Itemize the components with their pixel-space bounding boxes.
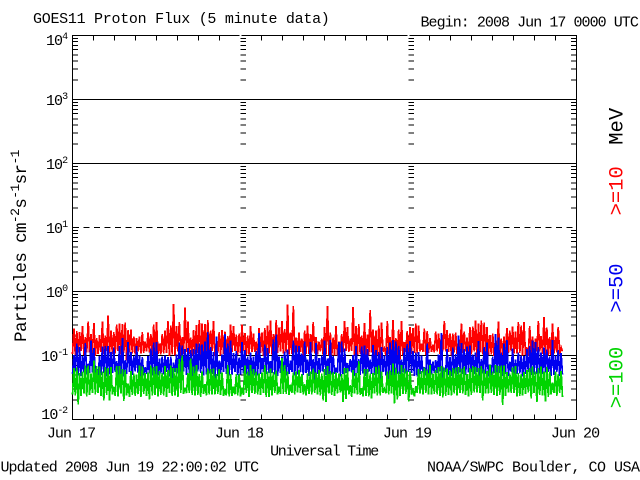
svg-text:Updated 2008 Jun 19 22:00:02 U: Updated 2008 Jun 19 22:00:02 UTC (1, 460, 260, 477)
svg-text:Jun 17: Jun 17 (47, 426, 95, 443)
svg-text:Universal Time: Universal Time (270, 444, 379, 461)
svg-text:10-1: 10-1 (41, 348, 68, 366)
svg-text:>=100: >=100 (607, 347, 630, 409)
svg-text:Begin: 2008 Jun 17 0000 UTC: Begin: 2008 Jun 17 0000 UTC (421, 15, 639, 32)
svg-text:>=10: >=10 (607, 166, 630, 215)
svg-text:10-2: 10-2 (41, 406, 68, 424)
svg-text:101: 101 (46, 220, 68, 238)
svg-text:Particles cm-2s-1sr-1: Particles cm-2s-1sr-1 (8, 149, 32, 342)
svg-text:Jun 20: Jun 20 (551, 426, 600, 443)
svg-text:NOAA/SWPC Boulder, CO USA: NOAA/SWPC Boulder, CO USA (427, 460, 640, 477)
svg-text:GOES11 Proton Flux (5 minute d: GOES11 Proton Flux (5 minute data) (33, 11, 330, 28)
svg-text:103: 103 (46, 92, 68, 110)
svg-text:100: 100 (46, 284, 68, 302)
svg-text:104: 104 (46, 32, 68, 50)
svg-text:102: 102 (46, 156, 68, 174)
svg-text:Jun 19: Jun 19 (383, 426, 431, 443)
svg-text:>=50: >=50 (607, 263, 630, 312)
svg-text:MeV: MeV (607, 107, 630, 145)
svg-text:Jun 18: Jun 18 (215, 426, 264, 443)
